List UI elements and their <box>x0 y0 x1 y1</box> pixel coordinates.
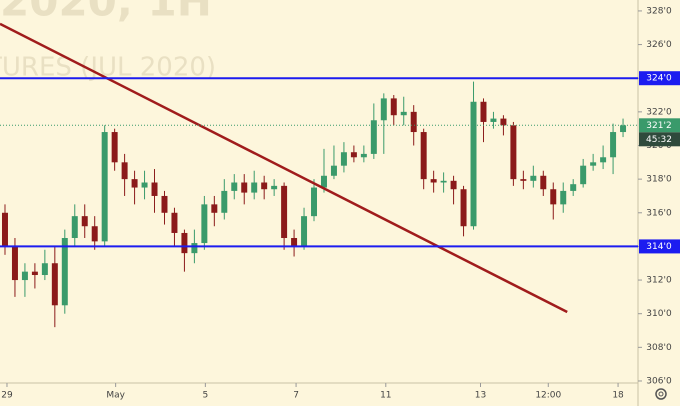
candle-body <box>241 182 248 193</box>
candle-body <box>450 180 457 190</box>
price-label: 324'0 <box>646 74 672 84</box>
y-tick-label: 318'0 <box>646 175 672 185</box>
candle-body <box>420 132 427 180</box>
candle-body <box>570 184 577 191</box>
candle-body <box>41 263 48 276</box>
candle-body <box>620 125 627 133</box>
y-tick-label: 306'0 <box>646 376 672 386</box>
y-tick-label: 312'0 <box>646 276 672 286</box>
candle-body <box>151 182 158 196</box>
candle-body <box>500 118 507 126</box>
candle-body <box>161 195 168 213</box>
candle-body <box>600 157 607 163</box>
candle-body <box>580 165 587 185</box>
candle-body <box>400 111 407 116</box>
last-price-label: 321'2 <box>646 121 671 131</box>
candle-body <box>291 238 298 247</box>
candle-body <box>340 152 347 166</box>
candle-body <box>480 101 487 122</box>
x-tick-label: 13 <box>475 391 486 401</box>
candle-body <box>61 238 68 306</box>
trendline <box>0 22 568 314</box>
candle-body <box>11 246 18 281</box>
candle-body <box>610 132 617 158</box>
x-tick-label: 29 <box>1 391 13 401</box>
x-tick-label: 12:00 <box>535 391 561 401</box>
candle-body <box>530 175 537 181</box>
x-tick-label: 5 <box>202 391 208 401</box>
candle-body <box>91 226 98 242</box>
y-tick-label: 322'0 <box>646 107 672 117</box>
y-tick-label: 328'0 <box>646 6 672 16</box>
candle-body <box>221 190 228 213</box>
y-tick-label: 308'0 <box>646 343 672 353</box>
x-tick-label: May <box>106 391 125 401</box>
candle-body <box>380 98 387 121</box>
candle-body <box>31 271 38 276</box>
candle-body <box>231 182 238 191</box>
candle-body <box>181 232 188 254</box>
candle-body <box>271 185 278 190</box>
candle-body <box>21 271 28 281</box>
price-label: 314'0 <box>646 242 672 252</box>
price-label-box <box>639 239 680 254</box>
settings-icon[interactable] <box>655 388 667 400</box>
candle-body <box>111 132 118 163</box>
candle-body <box>550 189 557 205</box>
candle-body <box>360 153 367 158</box>
countdown: 45:32 <box>646 135 672 145</box>
candle-body <box>311 187 318 217</box>
candle-body <box>390 98 397 116</box>
candle-body <box>540 175 547 190</box>
candle-body <box>320 175 327 188</box>
candle-body <box>281 185 288 239</box>
candle-body <box>101 132 108 242</box>
candle-body <box>410 111 417 133</box>
x-tick-label: 11 <box>380 391 391 401</box>
y-tick-label: 326'0 <box>646 40 672 50</box>
candle-body <box>590 162 597 166</box>
candle-body <box>211 204 218 213</box>
candle-body <box>350 152 357 158</box>
candle-body <box>470 101 477 227</box>
y-tick-label: 310'0 <box>646 309 672 319</box>
candle-body <box>490 118 497 122</box>
candle-body <box>71 216 78 239</box>
candle-body <box>440 180 447 183</box>
candle-body <box>430 179 437 183</box>
candle-body <box>560 190 567 205</box>
x-tick-label: 18 <box>612 391 624 401</box>
candle-body <box>460 189 467 227</box>
candle-body <box>171 212 178 233</box>
price-label-box <box>639 118 680 133</box>
x-tick-label: 7 <box>293 391 299 401</box>
y-tick-label: 316'0 <box>646 208 672 218</box>
candle-body <box>191 243 198 254</box>
watermark: 2020, 1H <box>0 0 212 26</box>
candle-body <box>81 216 88 227</box>
candle-body <box>201 204 208 244</box>
candle-body <box>251 182 258 193</box>
candle-body <box>1 212 8 247</box>
price-label-box <box>639 71 680 86</box>
candle-body <box>370 120 377 154</box>
candle-body <box>520 179 527 181</box>
candle-body <box>51 263 58 306</box>
candle-body <box>141 182 148 188</box>
countdown-box <box>639 132 680 147</box>
candle-body <box>121 162 128 180</box>
candle-body <box>510 125 517 180</box>
candle-body <box>301 216 308 247</box>
candle-body <box>330 165 337 176</box>
candle-body <box>131 179 138 188</box>
candle-body <box>261 182 268 190</box>
